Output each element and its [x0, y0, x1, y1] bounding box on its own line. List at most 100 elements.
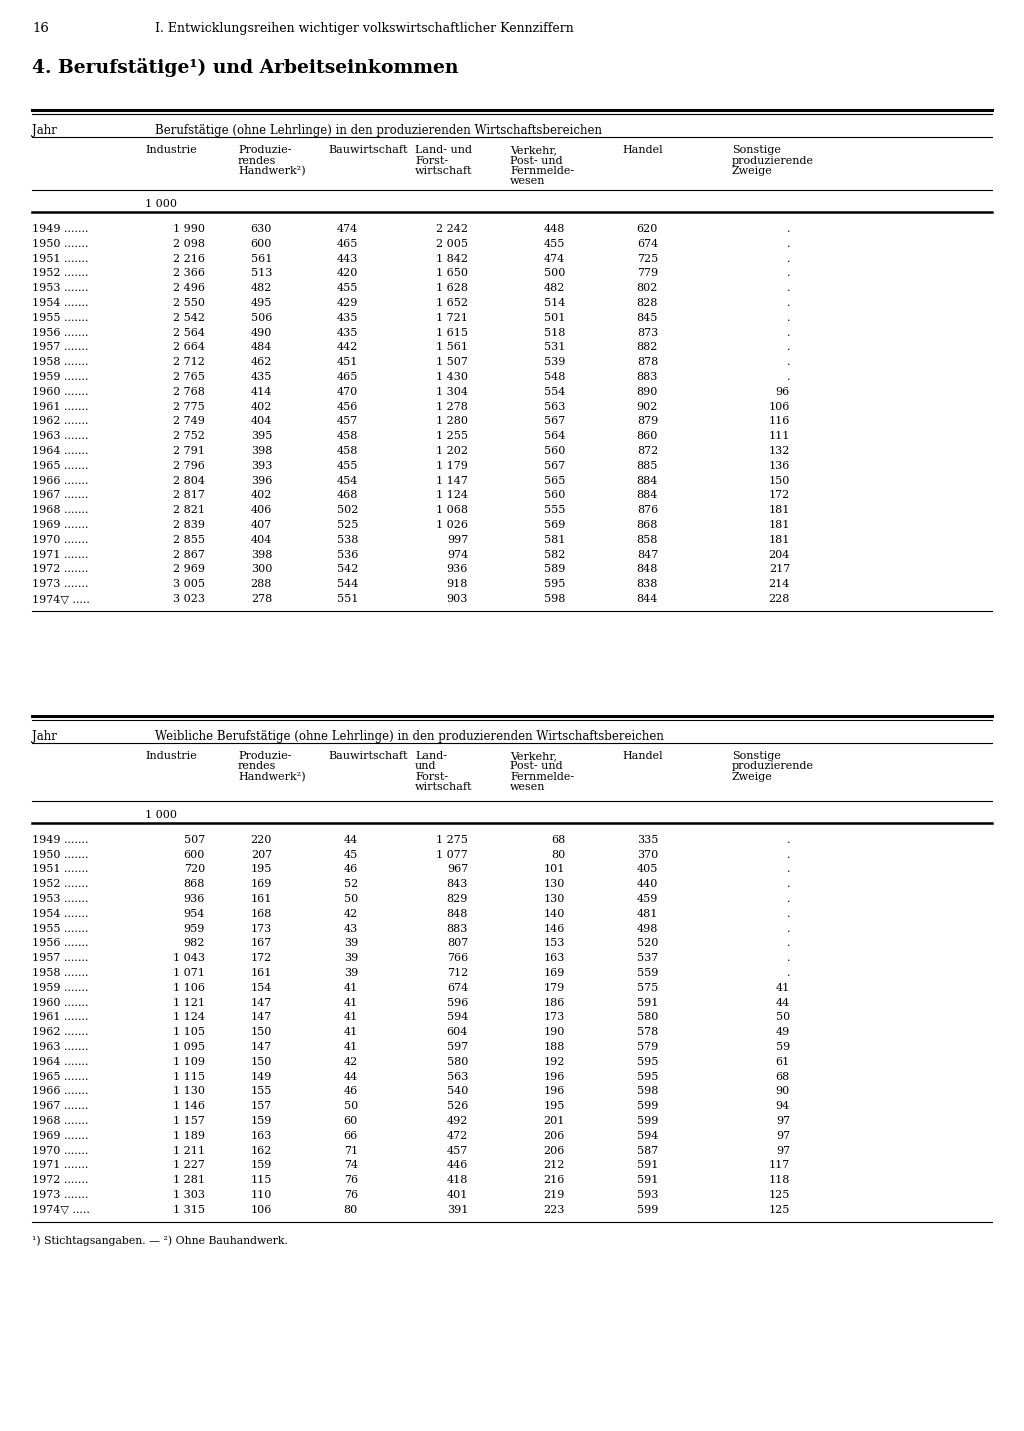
Text: .: .	[786, 850, 790, 860]
Text: 838: 838	[637, 580, 658, 590]
Text: 1 179: 1 179	[436, 461, 468, 471]
Text: 481: 481	[637, 909, 658, 919]
Text: 551: 551	[337, 594, 358, 604]
Text: 599: 599	[637, 1205, 658, 1215]
Text: 161: 161	[251, 967, 272, 977]
Text: 288: 288	[251, 580, 272, 590]
Text: 149: 149	[251, 1072, 272, 1082]
Text: 1 124: 1 124	[436, 491, 468, 501]
Text: 482: 482	[251, 283, 272, 293]
Text: 201: 201	[544, 1116, 565, 1126]
Text: 162: 162	[251, 1146, 272, 1156]
Text: 2 752: 2 752	[173, 431, 205, 441]
Text: 3 005: 3 005	[173, 580, 205, 590]
Text: 3 023: 3 023	[173, 594, 205, 604]
Text: 802: 802	[637, 283, 658, 293]
Text: 1 071: 1 071	[173, 967, 205, 977]
Text: 997: 997	[446, 535, 468, 545]
Text: .: .	[786, 834, 790, 844]
Text: 474: 474	[337, 225, 358, 235]
Text: 567: 567	[544, 461, 565, 471]
Text: 1960 .......: 1960 .......	[32, 386, 88, 396]
Text: 1 130: 1 130	[173, 1086, 205, 1096]
Text: 406: 406	[251, 505, 272, 515]
Text: 404: 404	[251, 535, 272, 545]
Text: wesen: wesen	[510, 783, 546, 793]
Text: 97: 97	[776, 1146, 790, 1156]
Text: 442: 442	[337, 342, 358, 352]
Text: 1963 .......: 1963 .......	[32, 431, 88, 441]
Text: .: .	[786, 879, 790, 889]
Text: 1 095: 1 095	[173, 1042, 205, 1052]
Text: 1 561: 1 561	[436, 342, 468, 352]
Text: .: .	[786, 225, 790, 235]
Text: .: .	[786, 313, 790, 323]
Text: 490: 490	[251, 328, 272, 338]
Text: 596: 596	[446, 997, 468, 1007]
Text: 217: 217	[769, 564, 790, 574]
Text: 41: 41	[344, 1027, 358, 1037]
Text: 393: 393	[251, 461, 272, 471]
Text: 868: 868	[183, 879, 205, 889]
Text: 1 303: 1 303	[173, 1191, 205, 1201]
Text: Post- und: Post- und	[510, 156, 562, 166]
Text: 41: 41	[344, 1042, 358, 1052]
Text: 2 098: 2 098	[173, 239, 205, 249]
Text: 507: 507	[183, 834, 205, 844]
Text: 1 280: 1 280	[436, 416, 468, 426]
Text: .: .	[786, 894, 790, 904]
Text: 1974▽ .....: 1974▽ .....	[32, 1205, 90, 1215]
Text: 589: 589	[544, 564, 565, 574]
Text: 402: 402	[251, 402, 272, 412]
Text: .: .	[786, 939, 790, 949]
Text: 2 242: 2 242	[436, 225, 468, 235]
Text: Produzie-: Produzie-	[238, 751, 292, 761]
Text: Handwerk²): Handwerk²)	[238, 771, 305, 783]
Text: 458: 458	[337, 431, 358, 441]
Text: wirtschaft: wirtschaft	[415, 166, 472, 176]
Text: 216: 216	[544, 1175, 565, 1185]
Text: .: .	[786, 253, 790, 263]
Text: 440: 440	[637, 879, 658, 889]
Text: 147: 147	[251, 1042, 272, 1052]
Text: produzierende: produzierende	[732, 761, 814, 771]
Text: 300: 300	[251, 564, 272, 574]
Text: 531: 531	[544, 342, 565, 352]
Text: .: .	[786, 298, 790, 308]
Text: 130: 130	[544, 894, 565, 904]
Text: 884: 884	[637, 475, 658, 485]
Text: rendes: rendes	[238, 156, 276, 166]
Text: 2 564: 2 564	[173, 328, 205, 338]
Text: 595: 595	[637, 1058, 658, 1066]
Text: 147: 147	[251, 997, 272, 1007]
Text: 1 000: 1 000	[145, 199, 177, 209]
Text: 2 749: 2 749	[173, 416, 205, 426]
Text: 1951 .......: 1951 .......	[32, 253, 88, 263]
Text: 1949 .......: 1949 .......	[32, 834, 88, 844]
Text: 1 146: 1 146	[173, 1102, 205, 1112]
Text: 1958 .......: 1958 .......	[32, 358, 88, 368]
Text: 150: 150	[251, 1058, 272, 1066]
Text: 2 821: 2 821	[173, 505, 205, 515]
Text: 1964 .......: 1964 .......	[32, 446, 88, 456]
Text: produzierende: produzierende	[732, 156, 814, 166]
Text: 1 147: 1 147	[436, 475, 468, 485]
Text: 2 817: 2 817	[173, 491, 205, 501]
Text: 169: 169	[251, 879, 272, 889]
Text: 1956 .......: 1956 .......	[32, 939, 88, 949]
Text: 454: 454	[337, 475, 358, 485]
Text: 1970 .......: 1970 .......	[32, 535, 88, 545]
Text: 44: 44	[344, 1072, 358, 1082]
Text: 154: 154	[251, 983, 272, 993]
Text: 140: 140	[544, 909, 565, 919]
Text: 2 216: 2 216	[173, 253, 205, 263]
Text: 1972 .......: 1972 .......	[32, 1175, 88, 1185]
Text: 725: 725	[637, 253, 658, 263]
Text: 97: 97	[776, 1130, 790, 1141]
Text: 1 990: 1 990	[173, 225, 205, 235]
Text: 482: 482	[544, 283, 565, 293]
Text: 97: 97	[776, 1116, 790, 1126]
Text: Verkehr,: Verkehr,	[510, 145, 557, 155]
Text: 1953 .......: 1953 .......	[32, 894, 88, 904]
Text: 159: 159	[251, 1116, 272, 1126]
